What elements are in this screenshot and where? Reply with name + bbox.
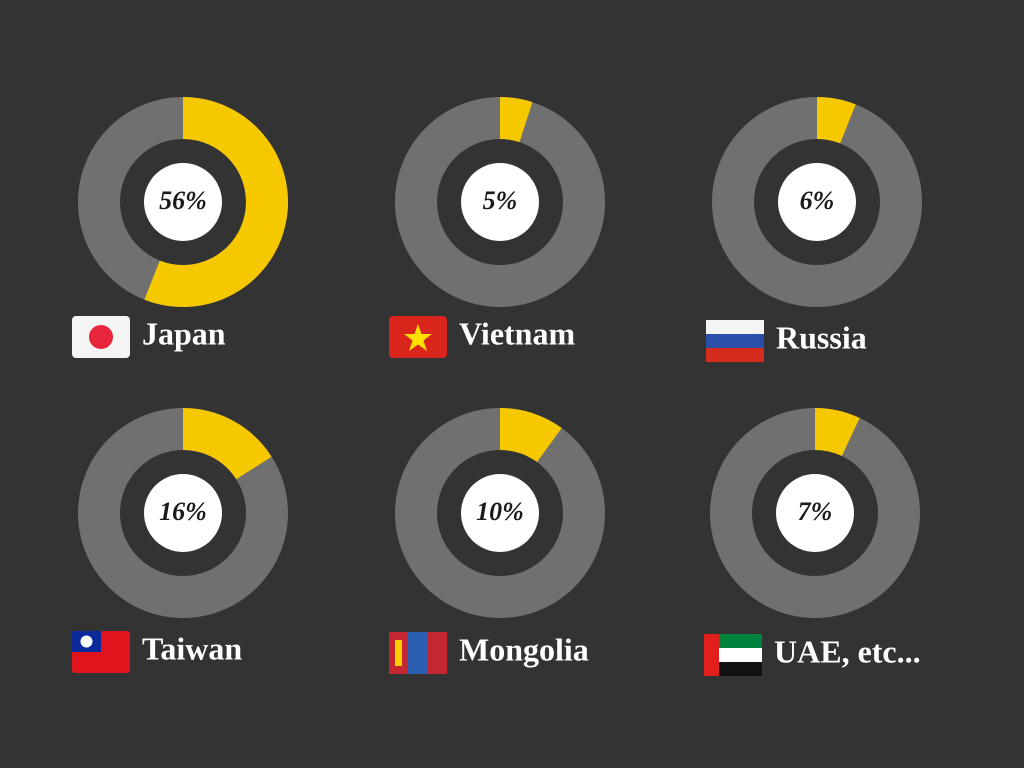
flag-icon	[72, 631, 130, 673]
value-label: 7%	[798, 497, 833, 526]
donut-segment	[814, 408, 860, 457]
flag-icon	[389, 632, 447, 674]
donut-center	[776, 474, 854, 552]
country-label: Japan	[142, 315, 226, 351]
country-label: Russia	[776, 319, 867, 355]
donut-center	[461, 163, 539, 241]
donut-center	[461, 474, 539, 552]
donut-center	[144, 474, 222, 552]
donut-segment	[182, 408, 272, 480]
country-label: UAE, etc...	[774, 633, 921, 669]
flag-stripe	[706, 320, 764, 334]
flag-disc	[89, 325, 113, 349]
flag-sun	[80, 635, 93, 648]
flag-star	[404, 324, 432, 351]
flag-icon	[706, 320, 764, 362]
country-label: Taiwan	[142, 630, 242, 666]
donut-segment	[816, 97, 856, 144]
donut-center	[144, 163, 222, 241]
value-label: 6%	[800, 186, 835, 215]
flag-icon	[72, 316, 130, 358]
donut-center	[778, 163, 856, 241]
country-label: Vietnam	[459, 315, 575, 351]
value-label: 16%	[159, 497, 207, 526]
flag-stripe	[408, 632, 428, 674]
donut-segment	[499, 408, 562, 463]
flag-stripe	[706, 334, 764, 348]
donut-segment	[144, 97, 288, 307]
flag-icon	[704, 634, 762, 676]
flag-soyombo	[395, 640, 402, 666]
donut-segment	[499, 97, 533, 143]
flag-stripe	[706, 348, 764, 362]
value-label: 56%	[159, 186, 207, 215]
flag-stripe	[428, 632, 447, 674]
value-label: 10%	[476, 497, 524, 526]
flag-icon	[389, 316, 447, 358]
country-label: Mongolia	[459, 631, 589, 667]
flag-hoist	[704, 634, 719, 676]
value-label: 5%	[483, 186, 518, 215]
